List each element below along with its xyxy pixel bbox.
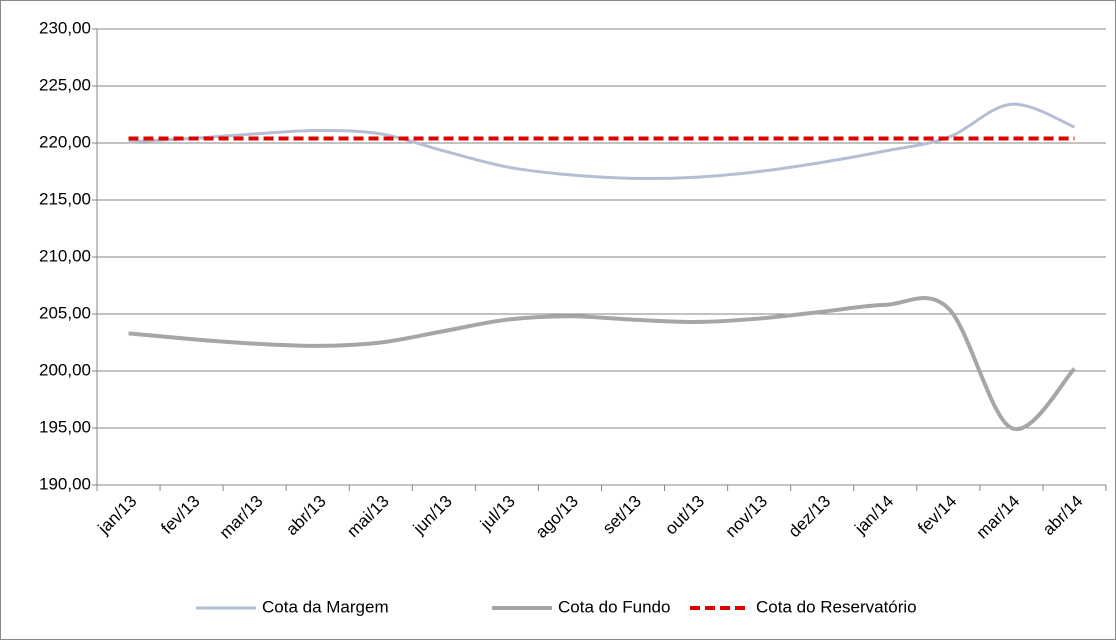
y-tick-label: 215,00 [39,189,91,208]
legend-label: Cota do Reservatório [756,597,917,616]
line-series [128,296,1076,432]
legend-label: Cota do Fundo [558,597,670,616]
y-tick-label: 210,00 [39,246,91,265]
line-series [128,102,1076,180]
y-tick-label: 225,00 [39,75,91,94]
y-tick-label: 200,00 [39,360,91,379]
y-tick-label: 205,00 [39,303,91,322]
legend-label: Cota da Margem [262,597,389,616]
y-tick-label: 195,00 [39,417,91,436]
y-tick-label: 220,00 [39,132,91,151]
y-tick-label: 190,00 [39,474,91,493]
y-tick-label: 230,00 [39,18,91,37]
